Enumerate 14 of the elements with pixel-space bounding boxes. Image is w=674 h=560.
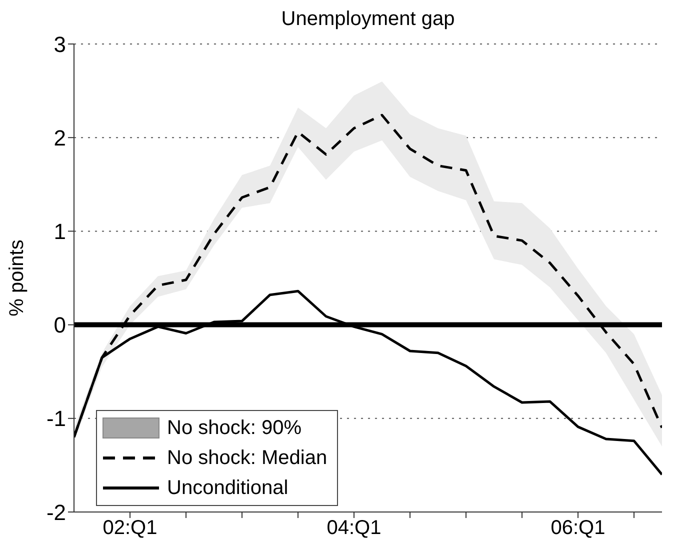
legend-label: Unconditional — [167, 476, 288, 500]
y-tick-label: -2 — [46, 500, 66, 525]
y-tick-label: 3 — [54, 32, 66, 57]
y-tick-label: -1 — [46, 406, 66, 432]
y-tick-label: 2 — [54, 125, 66, 150]
legend-label: No shock: Median — [167, 446, 328, 470]
x-tick-label: 02:Q1 — [102, 517, 158, 540]
y-axis-title: % points — [6, 240, 28, 316]
x-tick-label: 06:Q1 — [550, 517, 606, 540]
annotation: No shock: 90% — [167, 416, 302, 440]
x-tick-label: 04:Q1 — [326, 517, 382, 540]
y-tick-label: 1 — [54, 219, 66, 244]
y-tick-label: 0 — [54, 312, 66, 338]
chart-title: Unemployment gap — [280, 8, 456, 31]
